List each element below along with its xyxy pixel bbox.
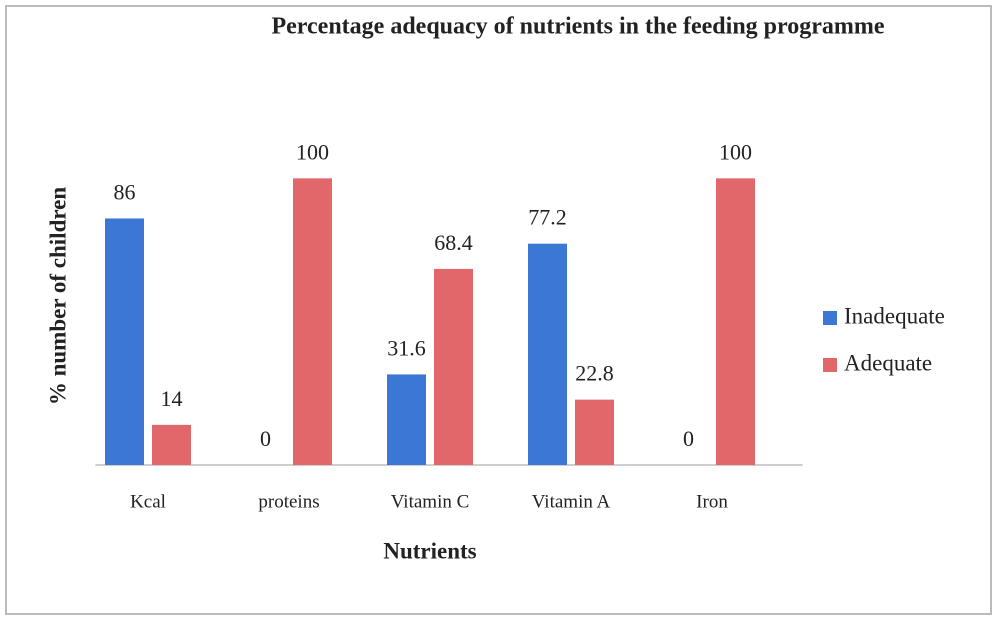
bar [575,399,614,465]
chart-title: Percentage adequacy of nutrients in the … [271,14,884,40]
data-label: 86 [114,180,136,205]
bar [387,374,426,465]
data-label: 0 [683,426,694,451]
bar [152,424,191,465]
y-axis-title: % number of children [45,187,70,406]
frame [5,5,992,615]
bar [528,243,567,465]
x-tick-label: Vitamin A [532,491,611,512]
legend-label: Inadequate [844,303,945,328]
data-label: 22.8 [575,361,614,386]
data-label: 0 [260,426,271,451]
bar [293,178,332,466]
x-axis-title: Nutrients [383,538,476,563]
bar [434,268,473,465]
legend-label: Adequate [844,350,932,375]
data-label: 14 [161,386,183,411]
bar [105,218,144,465]
data-label: 68.4 [434,230,473,255]
data-label: 77.2 [528,205,567,230]
x-tick-label: Kcal [130,491,166,512]
x-tick-label: Iron [696,491,728,512]
x-tick-label: Vitamin C [391,491,470,512]
bar [716,178,755,466]
legend-swatch [823,358,837,372]
x-tick-label: proteins [258,491,319,512]
data-label: 100 [296,139,329,164]
data-label: 100 [719,139,752,164]
legend-swatch [823,311,837,325]
data-label: 31.6 [387,335,426,360]
